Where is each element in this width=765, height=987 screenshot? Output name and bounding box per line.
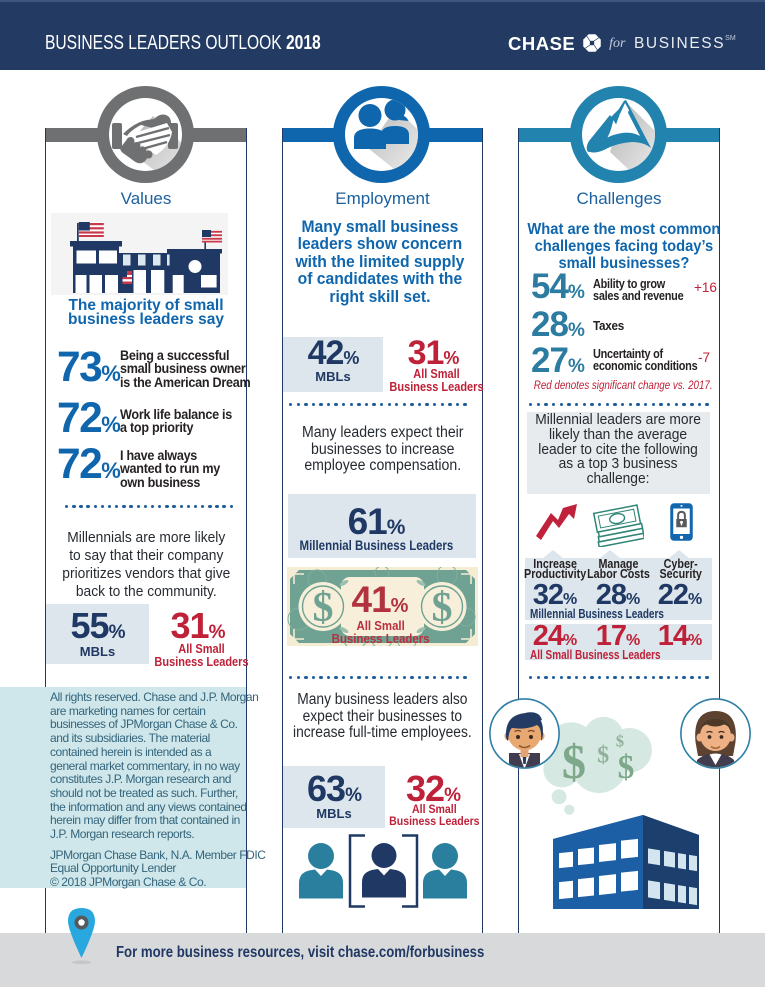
svg-text:$: $	[562, 736, 586, 789]
svg-text:$: $	[597, 741, 609, 768]
svg-text:$: $	[616, 732, 624, 751]
svg-text:$: $	[432, 585, 453, 631]
svg-text:$: $	[313, 585, 334, 631]
svg-text:$: $	[618, 749, 635, 786]
